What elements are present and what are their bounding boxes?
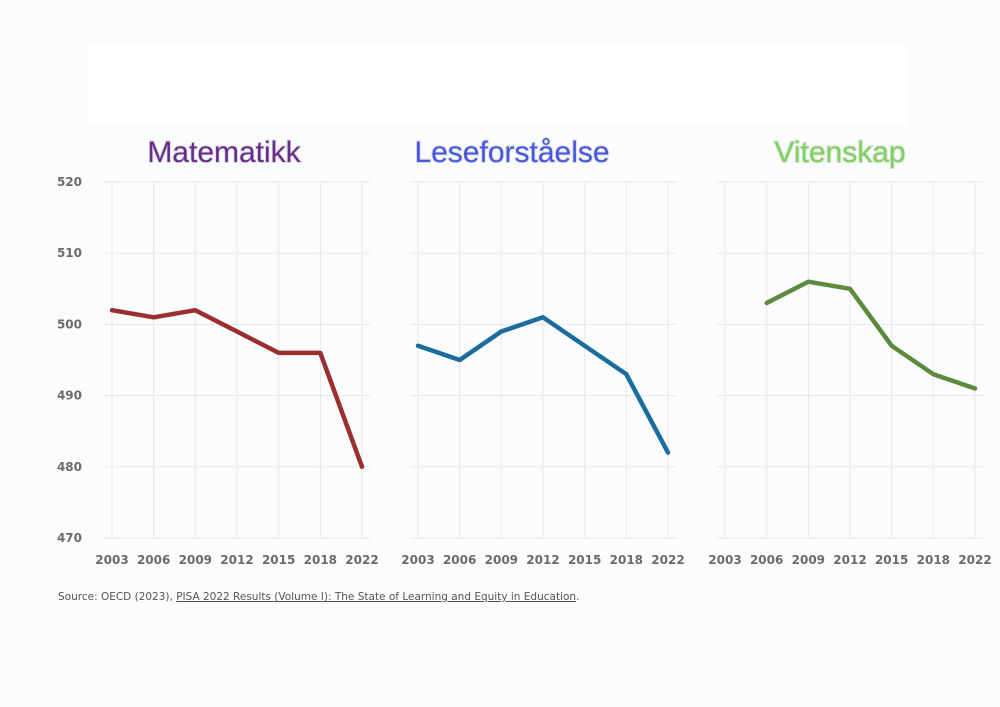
x-tick-label: 2009 xyxy=(179,553,212,567)
source-note: Source: OECD (2023), PISA 2022 Results (… xyxy=(58,591,579,603)
x-tick-label: 2012 xyxy=(526,553,559,567)
source-suffix: . xyxy=(576,591,580,603)
chart-panel-3: 2003 2006 2009 2012 2015 2018 2022 Vitenskap xyxy=(708,135,991,567)
x-tick-label: 2018 xyxy=(917,553,950,567)
x-tick-label: 2009 xyxy=(792,553,825,567)
x-tick-label: 2006 xyxy=(137,553,170,567)
y-tick-label: 480 xyxy=(57,460,82,474)
y-tick-label: 470 xyxy=(57,531,82,545)
x-tick-label: 2009 xyxy=(485,553,518,567)
x-tick-label: 2022 xyxy=(958,553,991,567)
y-tick-label: 500 xyxy=(57,317,82,331)
x-tick-label: 2006 xyxy=(750,553,783,567)
y-tick-label: 520 xyxy=(57,175,82,189)
x-tick-label: 2012 xyxy=(833,553,866,567)
x-tick-label: 2012 xyxy=(220,553,253,567)
source-prefix: Source: OECD (2023), xyxy=(58,591,177,603)
chart-panel-2: 2003 2006 2009 2012 2015 2018 2022 Leseforståel… xyxy=(401,135,684,567)
chart-title: Matematikk xyxy=(147,136,301,169)
x-tick-label: 2018 xyxy=(610,553,643,567)
chart-panel-1: 520 510 500 490 480 470 2003 2006 2009 2012 2015 20… xyxy=(57,135,379,567)
x-tick-label: 2018 xyxy=(304,553,337,567)
chart-title: Leseforståelse xyxy=(414,136,609,169)
y-tick-label: 510 xyxy=(57,246,82,260)
x-tick-label: 2015 xyxy=(568,553,601,567)
x-tick-label: 2022 xyxy=(651,553,684,567)
x-tick-label: 2003 xyxy=(708,553,741,567)
y-tick-label: 490 xyxy=(57,389,82,403)
header-band xyxy=(88,46,908,126)
x-tick-label: 2006 xyxy=(443,553,476,567)
series-line xyxy=(109,307,365,470)
x-tick-label: 2022 xyxy=(345,553,378,567)
chart-title: Vitenskap xyxy=(774,136,905,169)
x-tick-label: 2015 xyxy=(875,553,908,567)
source-link[interactable]: PISA 2022 Results (Volume I): The State … xyxy=(176,591,577,603)
x-tick-label: 2003 xyxy=(95,553,128,567)
x-tick-label: 2003 xyxy=(401,553,434,567)
series-line xyxy=(415,315,671,455)
series-line xyxy=(764,279,978,391)
x-tick-label: 2015 xyxy=(262,553,295,567)
